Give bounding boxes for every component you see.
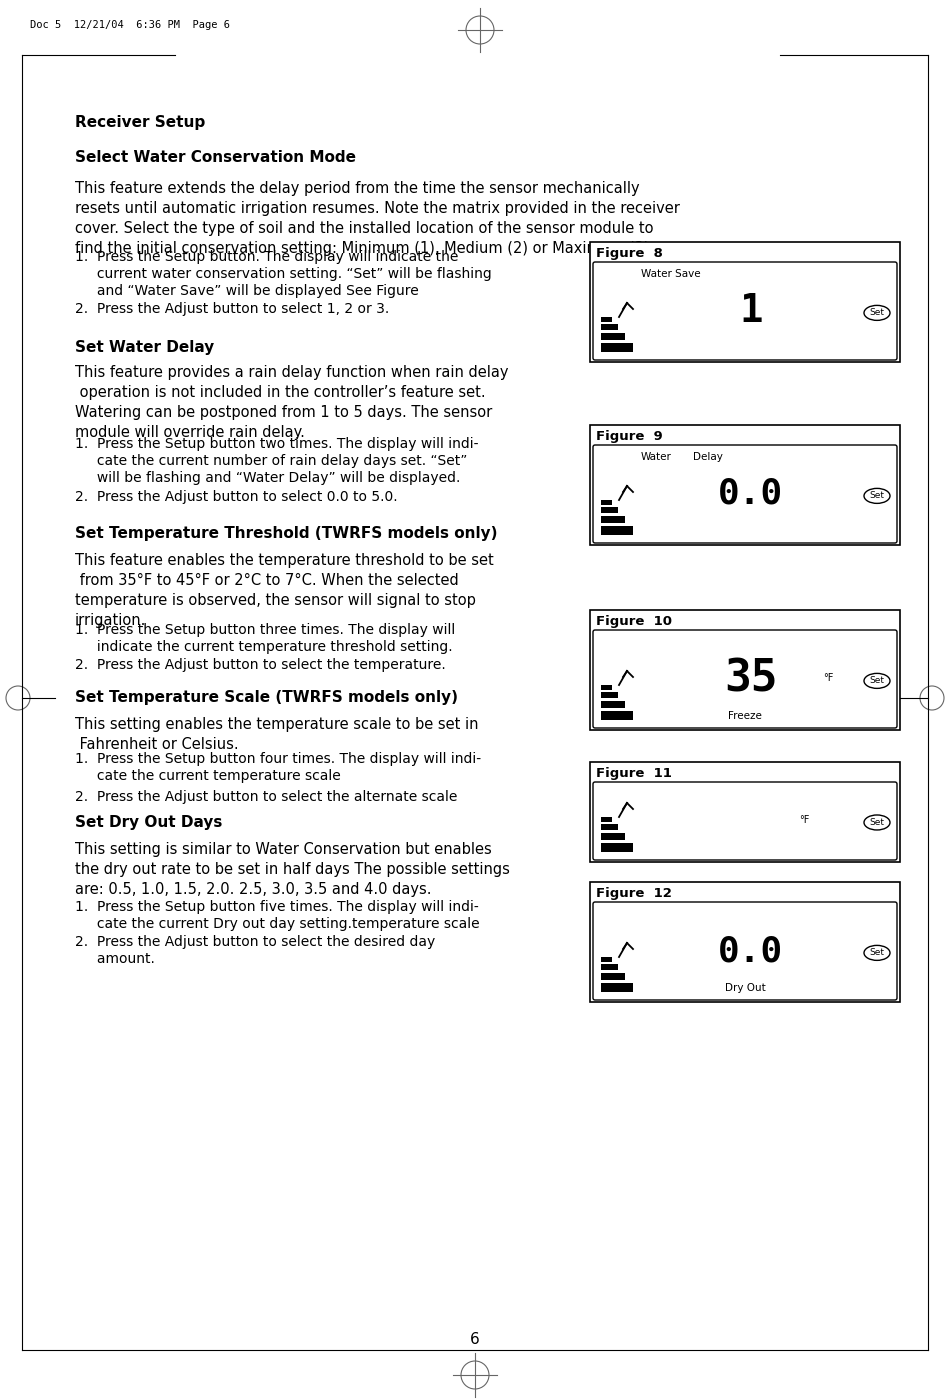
- Text: This setting enables the temperature scale to be set in: This setting enables the temperature sca…: [75, 717, 479, 732]
- Text: Figure  8: Figure 8: [596, 246, 663, 260]
- Text: amount.: amount.: [75, 952, 155, 966]
- Text: Doc 5  12/21/04  6:36 PM  Page 6: Doc 5 12/21/04 6:36 PM Page 6: [30, 20, 230, 29]
- Text: 6: 6: [470, 1331, 480, 1347]
- Bar: [601, 316, 612, 322]
- FancyBboxPatch shape: [590, 882, 900, 1002]
- Text: 1: 1: [739, 293, 763, 330]
- Text: Water: Water: [641, 452, 672, 462]
- Text: Set: Set: [869, 818, 884, 827]
- Bar: [601, 983, 633, 993]
- Text: indicate the current temperature threshold setting.: indicate the current temperature thresho…: [75, 640, 452, 654]
- Text: 2.  Press the Adjust button to select 0.0 to 5.0.: 2. Press the Adjust button to select 0.0…: [75, 490, 398, 504]
- Bar: [601, 517, 625, 524]
- Text: Set Water Delay: Set Water Delay: [75, 340, 215, 356]
- Text: resets until automatic irrigation resumes. Note the matrix provided in the recei: resets until automatic irrigation resume…: [75, 202, 680, 216]
- FancyBboxPatch shape: [593, 630, 897, 728]
- Text: Receiver Setup: Receiver Setup: [75, 115, 205, 130]
- Text: Set Dry Out Days: Set Dry Out Days: [75, 815, 222, 830]
- Text: current water conservation setting. “Set” will be flashing: current water conservation setting. “Set…: [75, 267, 492, 281]
- Text: operation is not included in the controller’s feature set.: operation is not included in the control…: [75, 385, 485, 400]
- Text: °F: °F: [823, 673, 833, 683]
- Text: Set: Set: [869, 676, 884, 686]
- FancyBboxPatch shape: [593, 902, 897, 1000]
- Bar: [601, 500, 612, 505]
- Text: are: 0.5, 1.0, 1.5, 2.0. 2.5, 3.0, 3.5 and 4.0 days.: are: 0.5, 1.0, 1.5, 2.0. 2.5, 3.0, 3.5 a…: [75, 882, 431, 897]
- Text: 2.  Press the Adjust button to select the temperature.: 2. Press the Adjust button to select the…: [75, 658, 446, 672]
- Text: Water Save: Water Save: [641, 269, 700, 279]
- Text: This setting is similar to Water Conservation but enables: This setting is similar to Water Conserv…: [75, 841, 492, 857]
- Ellipse shape: [864, 673, 890, 689]
- FancyBboxPatch shape: [593, 262, 897, 360]
- Text: This feature extends the delay period from the time the sensor mechanically: This feature extends the delay period fr…: [75, 181, 639, 196]
- Text: This feature enables the temperature threshold to be set: This feature enables the temperature thr…: [75, 553, 494, 568]
- Text: 1.  Press the Setup button four times. The display will indi-: 1. Press the Setup button four times. Th…: [75, 752, 481, 766]
- Text: cate the current Dry out day setting.temperature scale: cate the current Dry out day setting.tem…: [75, 917, 480, 931]
- Text: cover. Select the type of soil and the installed location of the sensor module t: cover. Select the type of soil and the i…: [75, 221, 654, 237]
- FancyBboxPatch shape: [590, 610, 900, 729]
- Bar: [601, 965, 618, 970]
- Text: find the initial conservation setting: Minimum (1), Medium (2) or Maximum (3).: find the initial conservation setting: M…: [75, 241, 655, 256]
- Text: Delay: Delay: [693, 452, 723, 462]
- FancyBboxPatch shape: [593, 783, 897, 860]
- Text: 0.0: 0.0: [718, 934, 784, 967]
- Bar: [601, 526, 633, 535]
- Text: Fahrenheit or Celsius.: Fahrenheit or Celsius.: [75, 736, 238, 752]
- Text: Watering can be postponed from 1 to 5 days. The sensor: Watering can be postponed from 1 to 5 da…: [75, 405, 492, 420]
- Text: irrigation.: irrigation.: [75, 613, 146, 629]
- Bar: [601, 711, 633, 720]
- Text: cate the current temperature scale: cate the current temperature scale: [75, 769, 341, 783]
- Text: °F: °F: [799, 815, 809, 825]
- Text: 1.  Press the Setup button two times. The display will indi-: 1. Press the Setup button two times. The…: [75, 437, 479, 451]
- Text: Figure  9: Figure 9: [596, 430, 663, 442]
- Text: 2.  Press the Adjust button to select the desired day: 2. Press the Adjust button to select the…: [75, 935, 435, 949]
- Bar: [601, 692, 618, 699]
- Text: 2.  Press the Adjust button to select 1, 2 or 3.: 2. Press the Adjust button to select 1, …: [75, 302, 390, 316]
- Text: Select Water Conservation Mode: Select Water Conservation Mode: [75, 150, 356, 165]
- Text: will be flashing and “Water Delay” will be displayed.: will be flashing and “Water Delay” will …: [75, 470, 461, 484]
- Text: cate the current number of rain delay days set. “Set”: cate the current number of rain delay da…: [75, 454, 467, 468]
- Text: the dry out rate to be set in half days The possible settings: the dry out rate to be set in half days …: [75, 862, 510, 876]
- Text: from 35°F to 45°F or 2°C to 7°C. When the selected: from 35°F to 45°F or 2°C to 7°C. When th…: [75, 573, 459, 588]
- Text: Figure  10: Figure 10: [596, 615, 672, 629]
- Text: temperature is observed, the sensor will signal to stop: temperature is observed, the sensor will…: [75, 594, 476, 608]
- Text: module will override rain delay.: module will override rain delay.: [75, 426, 305, 440]
- Bar: [601, 825, 618, 830]
- FancyBboxPatch shape: [590, 242, 900, 363]
- Bar: [601, 323, 618, 330]
- Bar: [601, 507, 618, 512]
- Text: 0.0: 0.0: [718, 477, 784, 511]
- Ellipse shape: [864, 489, 890, 504]
- FancyBboxPatch shape: [590, 762, 900, 862]
- Text: Freeze: Freeze: [728, 711, 762, 721]
- Bar: [601, 843, 633, 853]
- Bar: [601, 973, 625, 980]
- Text: Figure  11: Figure 11: [596, 767, 672, 780]
- Bar: [601, 685, 612, 690]
- Text: Set Temperature Scale (TWRFS models only): Set Temperature Scale (TWRFS models only…: [75, 690, 458, 706]
- Bar: [601, 833, 625, 840]
- Text: 1.  Press the Setup button three times. The display will: 1. Press the Setup button three times. T…: [75, 623, 455, 637]
- Text: and “Water Save” will be displayed See Figure: and “Water Save” will be displayed See F…: [75, 284, 419, 298]
- Text: 1.  Press the Setup button. The display will indicate the: 1. Press the Setup button. The display w…: [75, 251, 458, 265]
- Text: Set: Set: [869, 491, 884, 500]
- Bar: [601, 958, 612, 962]
- FancyBboxPatch shape: [593, 445, 897, 543]
- Text: Dry Out: Dry Out: [725, 983, 766, 993]
- Text: 35: 35: [724, 658, 778, 700]
- Bar: [601, 333, 625, 340]
- Text: Set: Set: [869, 308, 884, 318]
- Ellipse shape: [864, 945, 890, 960]
- FancyBboxPatch shape: [590, 426, 900, 545]
- Text: Set Temperature Threshold (TWRFS models only): Set Temperature Threshold (TWRFS models …: [75, 526, 498, 540]
- Text: Figure  12: Figure 12: [596, 888, 672, 900]
- Bar: [601, 343, 633, 351]
- Ellipse shape: [864, 815, 890, 830]
- Text: 2.  Press the Adjust button to select the alternate scale: 2. Press the Adjust button to select the…: [75, 790, 457, 804]
- Ellipse shape: [864, 305, 890, 321]
- Bar: [601, 818, 612, 822]
- Text: This feature provides a rain delay function when rain delay: This feature provides a rain delay funct…: [75, 365, 508, 379]
- Text: 1.  Press the Setup button five times. The display will indi-: 1. Press the Setup button five times. Th…: [75, 900, 479, 914]
- Bar: [601, 701, 625, 708]
- Text: Set: Set: [869, 948, 884, 958]
